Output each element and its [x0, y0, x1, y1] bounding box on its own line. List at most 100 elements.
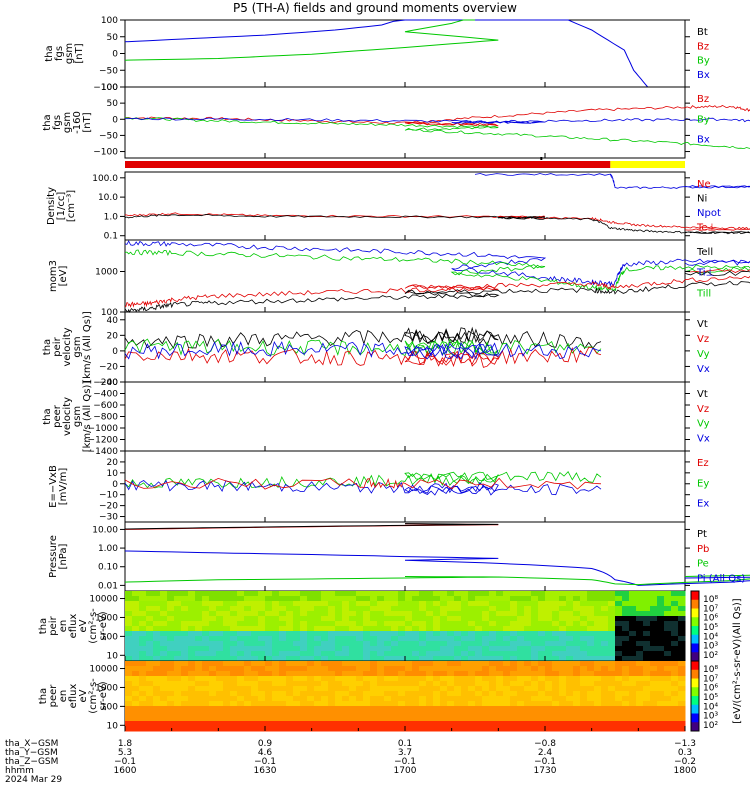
spectrogram-cell	[244, 681, 252, 687]
spectrogram-cell	[559, 656, 567, 662]
spectrogram-cell	[279, 676, 287, 682]
spectrogram-cell	[461, 601, 469, 607]
spectrogram-cell	[272, 651, 280, 657]
spectrogram-cell	[314, 656, 322, 662]
spectrogram-cell	[384, 661, 392, 667]
spectrogram-cell	[615, 711, 623, 717]
spectrogram-cell	[384, 726, 392, 732]
spectrogram-cell	[587, 721, 595, 727]
spectrogram-cell	[664, 626, 672, 632]
spectrogram-cell	[132, 621, 140, 627]
spectrogram-cell	[510, 706, 518, 712]
spectrogram-cell	[405, 631, 413, 637]
spectrogram-cell	[454, 591, 462, 597]
spectrogram-cell	[678, 721, 686, 727]
spectrogram-cell	[517, 706, 525, 712]
spectrogram-cell	[510, 646, 518, 652]
spectrogram-cell	[629, 646, 637, 652]
spectrogram-cell	[671, 596, 679, 602]
spectrogram-cell	[636, 621, 644, 627]
spectrogram-cell	[482, 596, 490, 602]
spectrogram-cell	[398, 666, 406, 672]
spectrogram-cell	[566, 671, 574, 677]
spectrogram-cell	[244, 726, 252, 732]
spectrogram-cell	[349, 691, 357, 697]
spectrogram-cell	[552, 596, 560, 602]
spectrogram-cell	[391, 621, 399, 627]
spectrogram-cell	[314, 596, 322, 602]
spectrogram-cell	[643, 681, 651, 687]
y-axis-label: Density	[46, 187, 57, 225]
spectrogram-cell	[300, 711, 308, 717]
y-axis-label: [nT]	[82, 112, 93, 132]
spectrogram-cell	[356, 706, 364, 712]
spectrogram-cell	[643, 601, 651, 607]
spectrogram-cell	[223, 676, 231, 682]
spectrogram-cell	[279, 726, 287, 732]
spectrogram-cell	[538, 721, 546, 727]
spectrogram-cell	[517, 696, 525, 702]
spectrogram-cell	[650, 611, 658, 617]
spectrogram-cell	[223, 636, 231, 642]
y-tick-label: 10	[107, 721, 119, 731]
spectrogram-cell	[678, 636, 686, 642]
spectrogram-cell	[153, 611, 161, 617]
spectrogram-cell	[209, 696, 217, 702]
spectrogram-cell	[174, 606, 182, 612]
spectrogram-cell	[146, 596, 154, 602]
spectrogram-cell	[587, 671, 595, 677]
spectrogram-cell	[664, 696, 672, 702]
spectrogram-cell	[286, 616, 294, 622]
spectrogram-cell	[538, 706, 546, 712]
spectrogram-cell	[293, 716, 301, 722]
spectrogram-cell	[251, 716, 259, 722]
spectrogram-cell	[433, 701, 441, 707]
spectrogram-cell	[426, 681, 434, 687]
spectrogram-cell	[363, 671, 371, 677]
mode-bar-segment	[125, 161, 611, 168]
spectrogram-cell	[678, 681, 686, 687]
spectrogram-cell	[559, 686, 567, 692]
y-tick-label: −100	[93, 83, 118, 93]
spectrogram-cell	[160, 656, 168, 662]
spectrogram-cell	[615, 626, 623, 632]
y-tick-label: −1400	[88, 447, 119, 457]
spectrogram-cell	[636, 636, 644, 642]
spectrogram-cell	[580, 706, 588, 712]
spectrogram-cell	[349, 686, 357, 692]
spectrogram-cell	[258, 621, 266, 627]
spectrogram-cell	[405, 641, 413, 647]
spectrogram-cell	[349, 696, 357, 702]
spectrogram-cell	[440, 646, 448, 652]
spectrogram-cell	[629, 666, 637, 672]
spectrogram-cell	[237, 711, 245, 717]
spectrogram-cell	[209, 636, 217, 642]
spectrogram-cell	[503, 686, 511, 692]
spectrogram-cell	[139, 676, 147, 682]
y-tick-label: 100	[101, 83, 118, 93]
spectrogram-cell	[293, 631, 301, 637]
spectrogram-cell	[174, 706, 182, 712]
spectrogram-cell	[552, 676, 560, 682]
spectrogram-cell	[356, 716, 364, 722]
spectrogram-cell	[405, 721, 413, 727]
spectrogram-cell	[517, 661, 525, 667]
spectrogram-cell	[643, 716, 651, 722]
spectrogram-cell	[580, 696, 588, 702]
spectrogram-cell	[615, 591, 623, 597]
spectrogram-cell	[349, 726, 357, 732]
spectrogram-cell	[461, 676, 469, 682]
spectrogram-cell	[503, 701, 511, 707]
spectrogram-cell	[167, 706, 175, 712]
spectrogram-cell	[153, 701, 161, 707]
spectrogram-cell	[195, 601, 203, 607]
spectrogram-cell	[517, 591, 525, 597]
y-axis-label: peir	[48, 615, 59, 635]
spectrogram-cell	[496, 686, 504, 692]
spectrogram-cell	[202, 636, 210, 642]
y-tick-label: −50	[99, 131, 118, 141]
spectrogram-cell	[398, 596, 406, 602]
spectrogram-cell	[356, 616, 364, 622]
spectrogram-cell	[300, 671, 308, 677]
spectrogram-cell	[566, 601, 574, 607]
